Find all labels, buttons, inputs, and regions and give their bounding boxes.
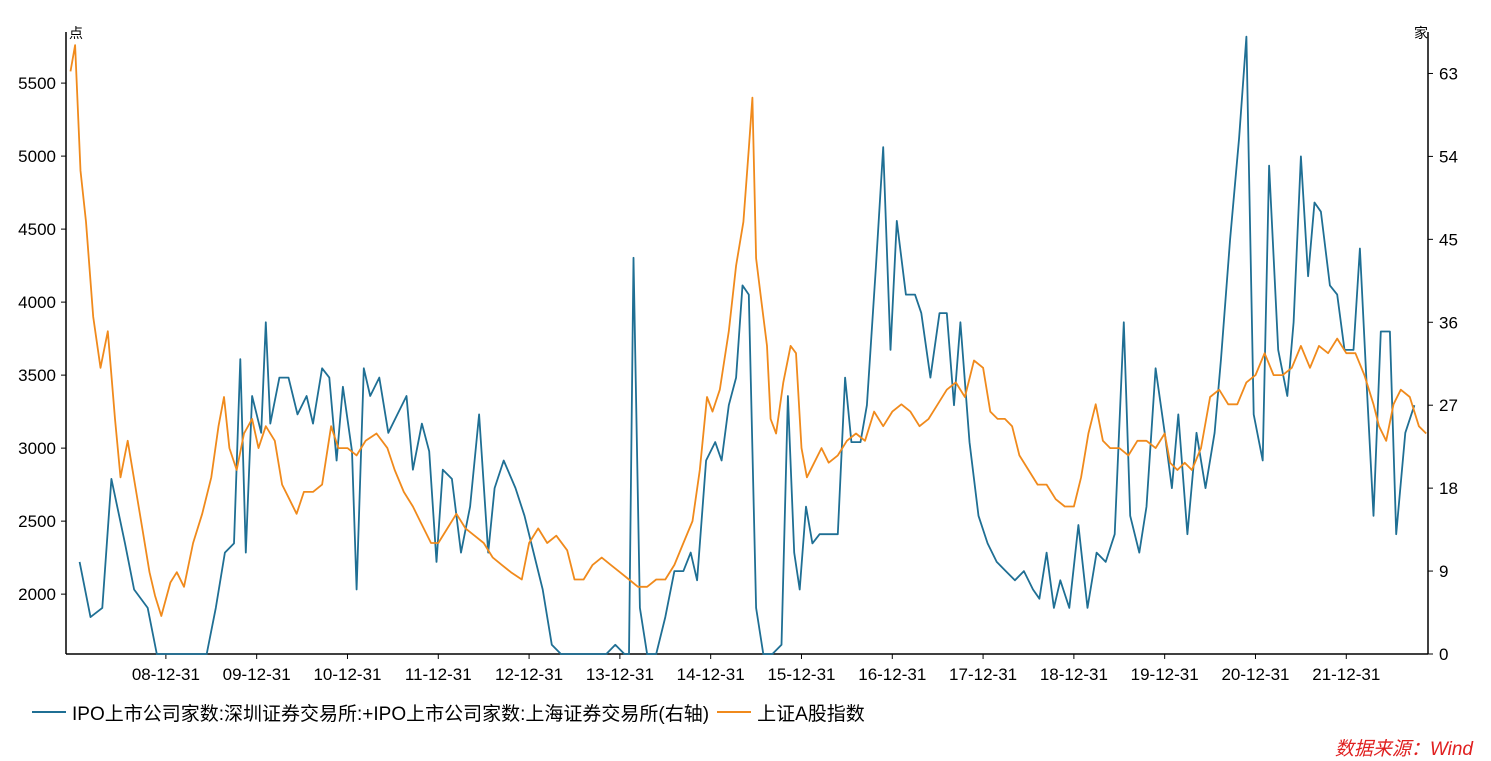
right-tick-label: 27 xyxy=(1439,396,1458,415)
left-tick-label: 3000 xyxy=(18,439,56,458)
x-tick-label: 10-12-31 xyxy=(313,665,381,684)
x-tick-label: 13-12-31 xyxy=(586,665,654,684)
right-tick-label: 0 xyxy=(1439,645,1448,664)
x-tick-label: 15-12-31 xyxy=(767,665,835,684)
right-tick-label: 36 xyxy=(1439,313,1458,332)
right-tick-label: 18 xyxy=(1439,479,1458,498)
dual-axis-line-chart: 点 家 2000 2500 3000 3500 4000 4500 5000 5500 0 9 18 27… xyxy=(18,25,1458,684)
legend-swatch-index xyxy=(717,711,752,713)
legend-item-ipo: IPO上市公司家数:深圳证券交易所:+IPO上市公司家数:上海证券交易所(右轴) xyxy=(32,699,709,726)
x-tick-label: 19-12-31 xyxy=(1131,665,1199,684)
right-tick-label: 63 xyxy=(1439,64,1458,83)
right-tick-label: 54 xyxy=(1439,147,1458,166)
x-tick-label: 11-12-31 xyxy=(405,665,472,684)
series-line-sse-a-index xyxy=(69,44,1427,617)
legend-label-index: 上证A股指数 xyxy=(757,703,865,725)
left-tick-label: 2500 xyxy=(18,512,56,531)
left-axis-unit: 点 xyxy=(69,25,83,41)
left-tick-label: 4500 xyxy=(18,220,56,239)
left-tick-label: 3500 xyxy=(18,366,56,385)
x-tick-label: 16-12-31 xyxy=(858,665,926,684)
series-line-ipo-count xyxy=(78,35,1416,655)
right-tick-label: 45 xyxy=(1439,230,1458,249)
left-tick-label: 4000 xyxy=(18,293,56,312)
x-tick-label: 09-12-31 xyxy=(223,665,291,684)
x-tick-label: 21-12-31 xyxy=(1312,665,1380,684)
data-source-note: 数据来源：Wind xyxy=(1334,739,1473,760)
x-tick-label: 12-12-31 xyxy=(495,665,563,684)
left-tick-label: 2000 xyxy=(18,585,56,604)
x-tick-label: 18-12-31 xyxy=(1040,665,1108,684)
x-tick-label: 14-12-31 xyxy=(677,665,745,684)
right-tick-label: 9 xyxy=(1439,562,1448,581)
legend-swatch-ipo xyxy=(32,711,66,713)
left-tick-label: 5500 xyxy=(18,74,56,93)
legend-label-ipo: IPO上市公司家数:深圳证券交易所:+IPO上市公司家数:上海证券交易所(右轴) xyxy=(72,703,710,725)
x-tick-label: 17-12-31 xyxy=(949,665,1017,684)
x-tick-label: 08-12-31 xyxy=(132,665,200,684)
left-tick-label: 5000 xyxy=(18,147,56,166)
chart-legend: IPO上市公司家数:深圳证券交易所:+IPO上市公司家数:上海证券交易所(右轴)… xyxy=(32,699,873,726)
right-axis-unit: 家 xyxy=(1414,25,1428,41)
x-tick-label: 20-12-31 xyxy=(1221,665,1289,684)
legend-item-index: 上证A股指数 xyxy=(717,699,865,726)
